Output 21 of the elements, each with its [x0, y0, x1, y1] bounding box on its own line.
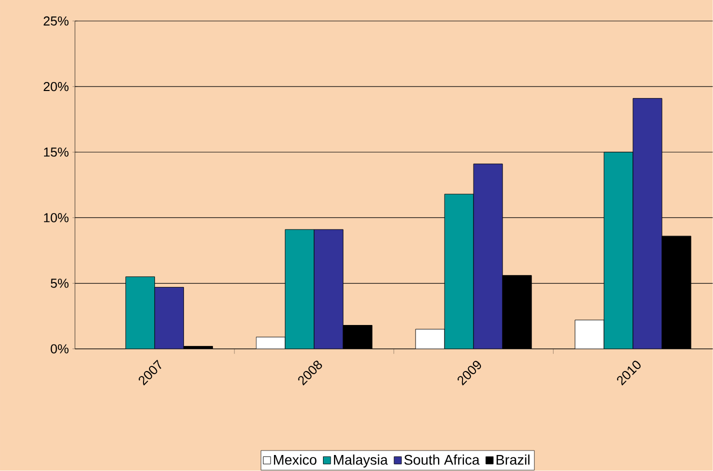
bar [415, 329, 445, 349]
y-tick-label: 0% [50, 344, 69, 354]
y-tick-label: 25% [44, 16, 69, 26]
legend-label: Brazil [496, 454, 530, 465]
bar [314, 229, 344, 349]
bar [154, 287, 184, 349]
bar [444, 194, 474, 349]
bar [256, 337, 286, 349]
legend-label: South Africa [404, 454, 480, 465]
y-tick-label: 10% [44, 213, 69, 222]
bar [284, 229, 314, 349]
bar [604, 152, 634, 349]
bar [473, 164, 503, 349]
legend-label: Malaysia [334, 454, 388, 468]
legend-label: Mexico [274, 454, 316, 465]
y-tick-label: 15% [44, 148, 69, 157]
y-tick-label: 5% [50, 278, 69, 288]
y-tick-label: 20% [44, 82, 69, 92]
bar [574, 320, 604, 349]
bar [632, 98, 662, 349]
bar [125, 276, 155, 349]
